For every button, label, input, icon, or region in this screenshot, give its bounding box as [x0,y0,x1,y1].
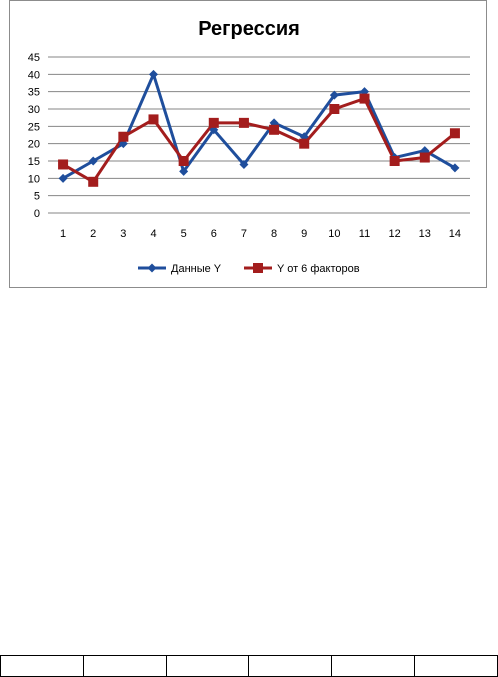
x-tick-label: 10 [328,228,340,240]
y-tick-label: 30 [28,104,40,116]
footer-cell [0,655,84,677]
x-tick-label: 9 [301,228,307,240]
data-point [179,166,189,176]
x-tick-label: 2 [90,228,96,240]
y-tick-label: 45 [28,52,40,64]
data-point [299,138,310,149]
x-tick-label: 7 [241,228,247,240]
x-tick-label: 6 [211,228,217,240]
chart-frame: Регрессия 0 5 10 15 20 25 30 35 40 45 1 2 3 4 5 6 7 8 9 10… [9,0,487,288]
y-tick-label: 25 [28,121,40,133]
data-point [419,152,430,163]
data-point [208,117,219,128]
y-tick-label: 5 [34,191,40,203]
chart-title: Регрессия [198,18,300,40]
legend-marker [147,263,157,273]
x-tick-label: 1 [60,228,66,240]
series-layer [58,69,460,187]
x-tick-label: 5 [181,228,187,240]
legend-label: Данные Y [171,263,222,275]
data-point [58,159,69,170]
footer-cell [165,655,250,677]
data-point [329,90,339,100]
data-point [88,176,99,187]
y-tick-label: 35 [28,87,40,99]
x-tick-label: 12 [389,228,401,240]
data-point [58,173,68,183]
grid-layer [48,56,470,214]
x-tick-label: 8 [271,228,277,240]
page-footer-table [0,655,498,677]
x-tick-label: 4 [150,228,156,240]
data-point [178,156,189,166]
x-tick-label: 3 [120,228,126,240]
data-point [118,131,129,142]
data-point [88,156,98,166]
data-point [238,117,249,128]
footer-cell [331,655,416,677]
data-point [148,114,159,125]
y-tick-label: 20 [28,139,40,151]
data-point [359,93,370,104]
x-tick-label: 14 [449,228,461,240]
data-point [149,69,158,79]
footer-cell [82,655,167,677]
footer-cell [414,655,498,677]
legend: Данные Y Y от 6 факторов [138,263,360,275]
data-point [239,159,249,169]
legend-label: Y от 6 факторов [277,263,360,275]
y-tick-label: 15 [28,156,40,168]
y-tick-label: 0 [34,208,40,220]
data-point [450,163,460,173]
data-point [449,128,460,139]
legend-marker [253,263,263,273]
data-point [389,156,400,166]
x-axis-ticks: 1 2 3 4 5 6 7 8 9 10 11 12 13 14 [60,228,461,240]
series-line [62,72,456,180]
data-point [329,104,340,114]
y-tick-label: 40 [28,69,40,81]
x-tick-label: 11 [359,228,370,240]
x-tick-label: 13 [419,228,431,240]
data-point [269,124,280,135]
y-tick-label: 10 [28,173,40,185]
series-line [62,97,456,184]
y-axis-ticks: 0 5 10 15 20 25 30 35 40 45 [28,52,40,220]
footer-cell [248,655,333,677]
